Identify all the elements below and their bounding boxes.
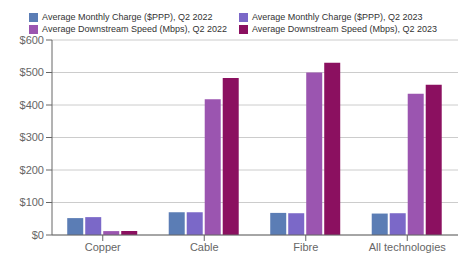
svg-text:$0: $0 [32, 229, 44, 241]
svg-text:$300: $300 [20, 131, 44, 143]
svg-text:$100: $100 [20, 196, 44, 208]
svg-text:Cable: Cable [190, 241, 219, 253]
svg-text:$500: $500 [20, 66, 44, 78]
svg-text:Copper: Copper [85, 241, 121, 253]
html-text:Average Downstream Speed (Mbps: Average Downstream Speed (Mbps), Q2 2023 [252, 24, 437, 34]
html-text:Average Monthly Charge ($PPP),: Average Monthly Charge ($PPP), Q2 2022 [42, 12, 213, 22]
html-text:Average Monthly Charge ($PPP),: Average Monthly Charge ($PPP), Q2 2023 [252, 12, 423, 22]
html-text:Average Downstream Speed (Mbps: Average Downstream Speed (Mbps), Q2 2022 [42, 24, 227, 34]
svg-text:$400: $400 [20, 99, 44, 111]
svg-text:Fibre: Fibre [293, 241, 318, 253]
svg-text:$600: $600 [20, 34, 44, 46]
svg-text:$200: $200 [20, 164, 44, 176]
svg-text:All technologies: All technologies [369, 241, 447, 253]
